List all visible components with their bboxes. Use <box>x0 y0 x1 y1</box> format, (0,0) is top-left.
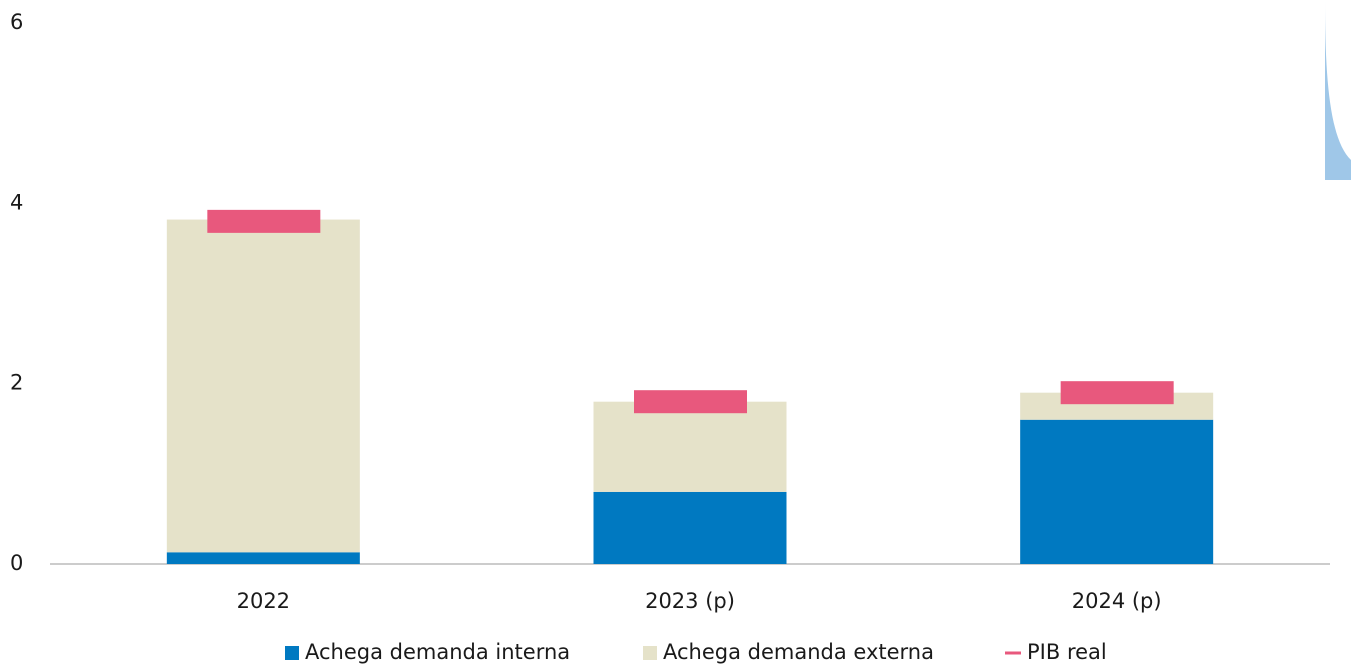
legend-swatch <box>285 646 299 660</box>
x-tick-label: 2024 (p) <box>1072 589 1162 613</box>
bar-segment <box>1020 419 1214 564</box>
marker <box>1060 381 1174 405</box>
bar-segment <box>166 552 360 564</box>
bar-segment <box>166 219 360 553</box>
y-tick-label: 4 <box>10 190 23 214</box>
legend-swatch <box>1005 651 1021 655</box>
x-tick-label: 2023 (p) <box>645 589 735 613</box>
bar-segment <box>593 491 787 564</box>
y-tick-label: 6 <box>10 10 23 34</box>
legend-label: Achega demanda externa <box>663 640 934 664</box>
marker <box>634 390 747 414</box>
bar-segment <box>593 401 787 492</box>
x-tick-label: 2022 <box>237 589 290 613</box>
marker <box>207 209 321 233</box>
legend-label: Achega demanda interna <box>305 640 570 664</box>
y-tick-label: 0 <box>10 551 23 575</box>
legend-swatch <box>643 646 657 660</box>
legend-label: PIB real <box>1027 640 1107 664</box>
y-tick-label: 2 <box>10 371 23 395</box>
decoration <box>1325 0 1351 180</box>
